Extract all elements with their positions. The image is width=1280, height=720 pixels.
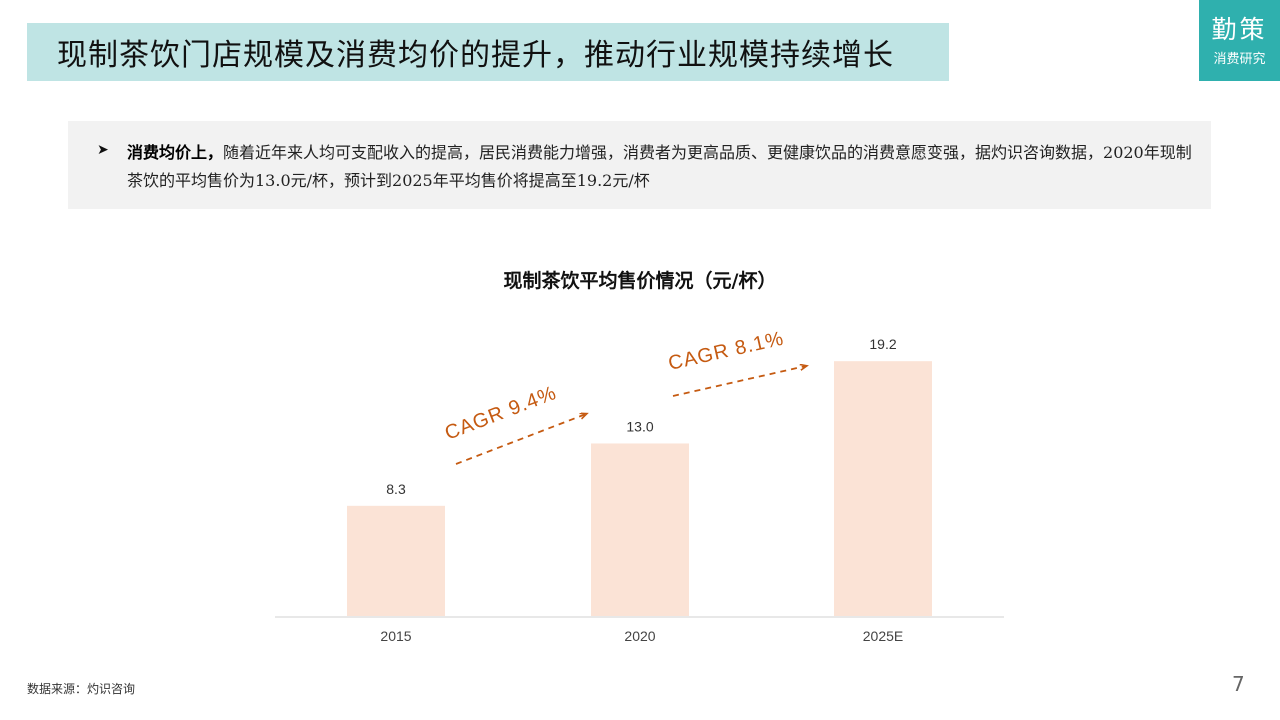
bar-2020 — [591, 443, 689, 616]
bar-2015 — [347, 505, 445, 616]
x-tick-2020: 2020 — [624, 628, 655, 644]
logo-sub-text: 消费研究 — [1213, 52, 1266, 67]
cagr-arrow-1 — [455, 414, 586, 465]
callout-text: 消费均价上，随着近年来人均可支配收入的提高，居民消费能力增强，消费者为更高品质、… — [127, 139, 1197, 195]
x-tick-2015: 2015 — [380, 628, 411, 644]
title-bar: 现制茶饮门店规模及消费均价的提升，推动行业规模持续增长 — [27, 23, 949, 81]
bar-2025E — [834, 361, 932, 616]
data-label-2025E: 19.2 — [869, 336, 896, 352]
callout-body: 随着近年来人均可支配收入的提高，居民消费能力增强，消费者为更高品质、更健康饮品的… — [127, 143, 1192, 190]
cagr-label-1: CAGR 9.4% — [442, 382, 560, 445]
chart-title: 现制茶饮平均售价情况（元/杯） — [503, 270, 777, 292]
x-tick-2025E: 2025E — [863, 628, 903, 644]
callout-lead: 消费均价上， — [127, 143, 224, 162]
logo-main-text: 勤策 — [1211, 15, 1268, 44]
brand-logo: 勤策 消费研究 — [1199, 0, 1280, 81]
data-label-2015: 8.3 — [386, 481, 406, 497]
data-label-2020: 13.0 — [626, 418, 653, 434]
cagr-label-2: CAGR 8.1% — [666, 327, 786, 374]
data-source: 数据来源：灼识咨询 — [27, 682, 136, 696]
slide-title: 现制茶饮门店规模及消费均价的提升，推动行业规模持续增长 — [57, 38, 894, 73]
page-number: 7 — [1232, 672, 1245, 696]
cagr-arrow-2 — [672, 366, 806, 397]
callout-box: ➤ 消费均价上，随着近年来人均可支配收入的提高，居民消费能力增强，消费者为更高品… — [68, 121, 1211, 209]
arrow-bullet-icon: ➤ — [97, 142, 109, 158]
